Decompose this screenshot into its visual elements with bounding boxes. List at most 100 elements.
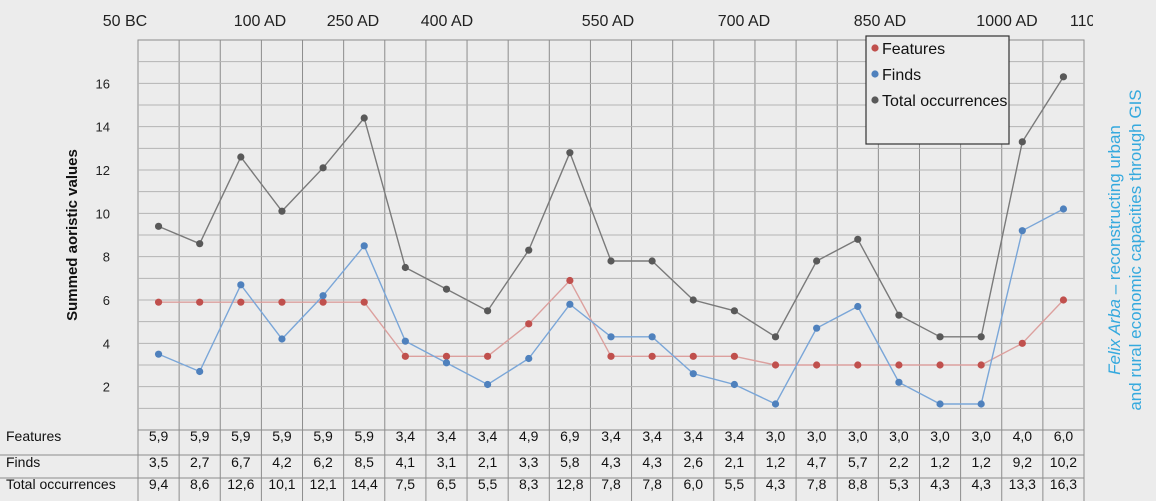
caption-subtitle: – reconstructing urban [1104,125,1124,299]
data-point-1 [278,335,286,343]
table-cell: 6,0 [684,476,704,492]
table-cell: 12,8 [556,476,583,492]
table-cell: 2,1 [725,454,745,470]
data-point-1 [854,302,862,311]
y-tick-label: 16 [96,76,110,91]
table-cell: 1,2 [971,454,991,470]
series-line-0 [158,279,1064,366]
data-point-2 [196,240,204,248]
table-cell: 6,0 [1054,428,1074,444]
table-cell: 4,3 [601,454,621,470]
table-cell: 3,0 [889,428,909,444]
table-cell: 3,4 [725,428,745,444]
data-point-2 [648,257,656,265]
data-point-2 [525,246,533,254]
table-cell: 4,3 [642,454,662,470]
table-cell: 4,3 [930,476,950,492]
table-cell: 6,7 [231,454,251,470]
caption-title: Felix Arba [1104,298,1124,375]
data-point-2 [566,149,574,157]
data-point-2 [319,164,327,172]
data-point-2 [895,311,903,319]
data-point-0 [730,352,738,360]
data-point-2 [154,222,163,230]
table-cell: 2,7 [190,454,210,470]
data-point-1 [401,337,409,345]
table-cell: 6,9 [560,428,580,444]
data-point-1 [566,300,574,308]
data-point-1 [1018,227,1026,235]
table-cell: 8,5 [354,454,374,470]
legend-marker [871,44,879,52]
data-point-2 [936,333,944,341]
table-cell: 5,9 [231,428,251,444]
table-cell: 3,0 [766,428,786,444]
legend-marker [871,70,879,78]
table-cell: 14,4 [351,476,378,492]
data-point-0 [566,276,574,285]
top-axis-label: 850 AD [854,13,906,30]
table-cell: 5,9 [354,428,374,444]
table-cell: 3,3 [519,454,539,470]
aoristic-chart: 2 4 6 8 10 12 14 16 Summed aoristic values 50 BC 1… [0,13,1093,501]
data-point-0 [442,352,451,360]
data-point-1 [360,242,368,250]
data-point-1 [977,400,985,408]
legend-label: Total occurrences [882,93,1007,110]
data-point-2 [442,285,451,293]
table-cell: 5,5 [725,476,745,492]
table-cell: 3,4 [684,428,704,444]
table-cell: 7,8 [807,476,827,492]
data-point-2 [1059,73,1068,81]
table-cell: 4,2 [272,454,292,470]
data-point-1 [442,359,451,367]
table-cell: 4,9 [519,428,539,444]
table-cell: 7,8 [642,476,662,492]
data-point-2 [813,257,821,265]
table-cell: 3,4 [601,428,621,444]
top-axis-label: 1000 AD [976,13,1037,30]
table-cell: 1,2 [930,454,950,470]
table-cell: 8,8 [848,476,868,492]
table-cell: 1,2 [766,454,786,470]
table-cell: 5,9 [272,428,292,444]
table-cell: 2,6 [684,454,704,470]
table-cell: 6,2 [313,454,333,470]
top-axis-label: 400 AD [421,13,473,30]
data-point-0 [278,298,286,306]
table-cell: 7,5 [396,476,416,492]
data-point-2 [854,235,862,243]
table-cell: 3,0 [848,428,868,444]
y-tick-label: 2 [103,380,110,395]
top-axis-label: 1100 AD [1070,13,1093,30]
data-point-2 [401,263,409,272]
data-point-1 [607,333,615,341]
legend-label: Finds [882,67,921,84]
data-point-0 [854,361,862,369]
data-point-1 [813,324,821,332]
data-point-2 [237,153,245,161]
table-row-header: Finds [6,454,40,470]
data-point-2 [360,114,368,122]
data-point-2 [977,333,985,341]
data-point-1 [1059,205,1068,213]
y-tick-label: 4 [103,336,110,351]
y-tick-label: 12 [96,163,110,178]
data-point-1 [196,367,204,376]
data-point-0 [360,298,368,306]
table-cell: 5,9 [149,428,169,444]
data-point-0 [319,298,327,306]
table-cell: 3,0 [971,428,991,444]
table-cell: 16,3 [1050,476,1077,492]
caption-line2: and rural economic capacities through GI… [1125,89,1145,411]
data-point-1 [319,292,327,300]
data-point-0 [895,361,903,369]
table-cell: 10,2 [1050,454,1077,470]
data-point-0 [771,361,780,369]
top-axis-label: 100 AD [234,13,286,30]
y-tick-label: 14 [96,120,110,135]
data-point-0 [484,352,492,360]
data-point-1 [648,333,656,341]
table-cell: 4,3 [766,476,786,492]
data-point-1 [771,400,780,408]
